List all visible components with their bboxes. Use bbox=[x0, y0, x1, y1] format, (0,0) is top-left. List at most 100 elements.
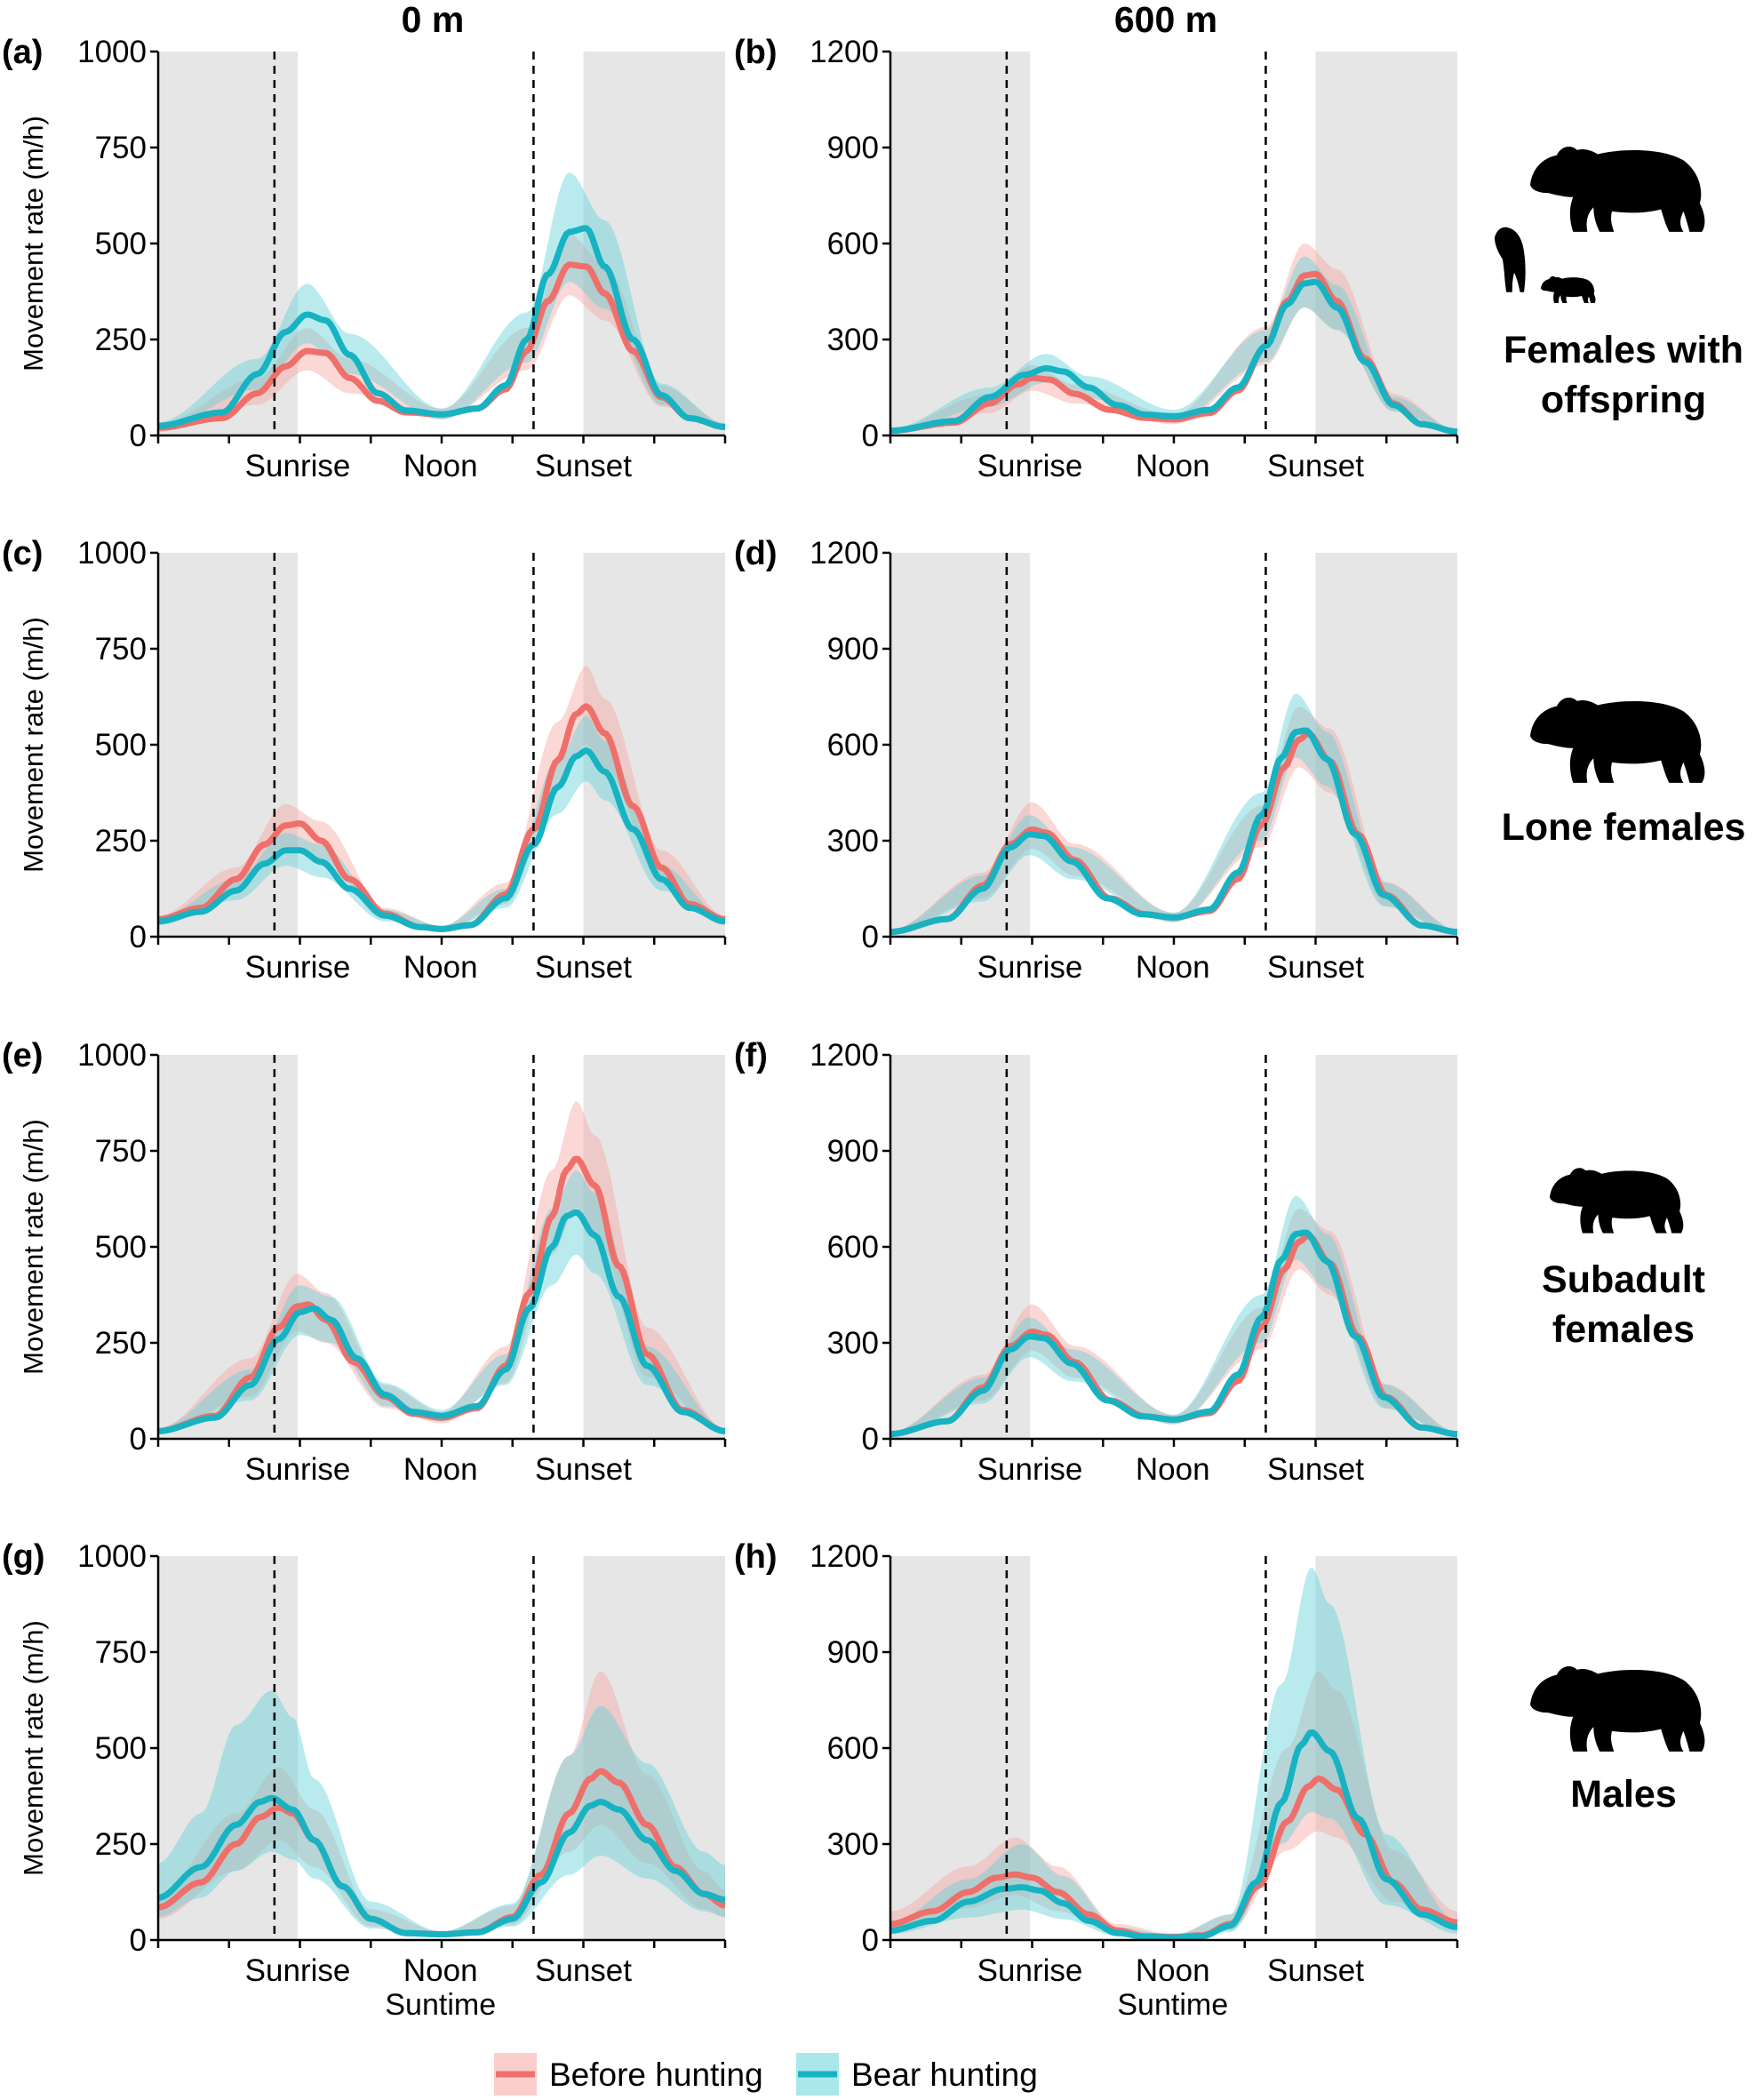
x-tick-label: Sunrise bbox=[245, 1452, 351, 1487]
x-tick-label: Sunrise bbox=[245, 1953, 351, 1988]
y-tick-label: 1200 bbox=[810, 1539, 879, 1574]
y-tick-label: 250 bbox=[95, 1827, 147, 1862]
x-tick-label: Sunset bbox=[1267, 449, 1364, 483]
x-tick-label: Sunrise bbox=[977, 1953, 1083, 1988]
y-tick-label: 500 bbox=[95, 1731, 147, 1766]
y-tick-label: 300 bbox=[827, 1326, 879, 1361]
y-axis-label: Movement rate (m/h) bbox=[18, 116, 49, 371]
y-tick-label: 500 bbox=[95, 728, 147, 763]
x-tick-label: Sunset bbox=[1267, 1953, 1364, 1988]
cub-silhouette-icon bbox=[1541, 275, 1596, 303]
x-tick-label: Sunset bbox=[1267, 950, 1364, 985]
confidence-band-before-hunting bbox=[158, 666, 725, 931]
night-shading bbox=[890, 553, 1031, 937]
y-axis-label: Movement rate (m/h) bbox=[18, 1620, 49, 1876]
y-tick-label: 0 bbox=[862, 1422, 879, 1457]
confidence-band-bear-hunting bbox=[158, 172, 725, 430]
confidence-band-before-hunting bbox=[158, 1671, 725, 1937]
y-tick-label: 1200 bbox=[810, 536, 879, 571]
panel-a: 0 250 500 750 1000 Sunrise Noon Sunset (a) Moveme… bbox=[2, 34, 727, 483]
confidence-band-before-hunting bbox=[890, 244, 1457, 434]
legend-label: Before hunting bbox=[549, 2056, 763, 2093]
y-axis-label: Movement rate (m/h) bbox=[18, 617, 49, 873]
group-label: Males bbox=[1570, 1773, 1677, 1816]
x-tick-label: Noon bbox=[403, 1953, 478, 1988]
confidence-band-before-hunting bbox=[890, 1208, 1457, 1437]
y-tick-label: 600 bbox=[827, 728, 879, 763]
y-tick-label: 900 bbox=[827, 131, 879, 165]
x-tick-label: Sunset bbox=[535, 1452, 632, 1487]
x-tick-label: Sunset bbox=[535, 950, 632, 985]
y-tick-label: 0 bbox=[862, 920, 879, 954]
y-axis-label: Movement rate (m/h) bbox=[18, 1119, 49, 1375]
night-shading bbox=[890, 52, 1031, 435]
night-shading bbox=[1315, 553, 1457, 937]
y-tick-label: 300 bbox=[827, 1827, 879, 1862]
x-tick-label: Noon bbox=[403, 1452, 478, 1487]
panel-label: (b) bbox=[734, 34, 778, 71]
night-shading bbox=[1315, 52, 1457, 435]
x-axis-label: Suntime bbox=[1117, 1988, 1228, 2022]
y-tick-label: 600 bbox=[827, 1230, 879, 1265]
series-line-bear-hunting bbox=[889, 727, 1458, 936]
confidence-band-bear-hunting bbox=[158, 1170, 725, 1434]
y-tick-label: 750 bbox=[95, 131, 147, 165]
panel-label: (e) bbox=[2, 1037, 43, 1074]
y-tick-label: 0 bbox=[130, 920, 147, 954]
panel-b: 0 300 600 900 1200 Sunrise Noon Sunset (b) bbox=[734, 34, 1459, 483]
series-line-bear-hunting bbox=[889, 1729, 1458, 1941]
cub-silhouette-icon bbox=[1495, 227, 1526, 292]
panel-label: (f) bbox=[734, 1037, 768, 1074]
group-label: offspring bbox=[1541, 379, 1706, 421]
night-shading bbox=[1315, 1055, 1457, 1439]
y-tick-label: 250 bbox=[95, 824, 147, 858]
confidence-band-bear-hunting bbox=[890, 1195, 1457, 1437]
x-tick-label: Sunrise bbox=[245, 950, 351, 985]
series-line-bear-hunting bbox=[157, 1209, 726, 1434]
series-line-bear-hunting bbox=[157, 225, 726, 430]
y-tick-label: 600 bbox=[827, 1731, 879, 1766]
x-tick-label: Noon bbox=[1136, 950, 1210, 985]
group-label: Lone females bbox=[1502, 806, 1746, 849]
y-tick-label: 250 bbox=[95, 323, 147, 357]
y-tick-label: 0 bbox=[862, 1923, 879, 1958]
panel-label: (d) bbox=[734, 535, 778, 572]
x-tick-label: Sunrise bbox=[245, 449, 351, 483]
x-tick-label: Noon bbox=[1136, 1452, 1210, 1487]
panels: 0 250 500 750 1000 Sunrise Noon Sunset (a) Moveme… bbox=[2, 34, 1459, 2022]
panel-h: 0 300 600 900 1200 Sunrise Noon Sunset (h) Suntim… bbox=[734, 1538, 1459, 2022]
bear-silhouette-icon bbox=[1530, 697, 1705, 783]
y-tick-label: 500 bbox=[95, 227, 147, 261]
panel-c: 0 250 500 750 1000 Sunrise Noon Sunset (c) Moveme… bbox=[2, 535, 727, 985]
y-tick-label: 750 bbox=[95, 632, 147, 667]
x-tick-label: Sunrise bbox=[977, 1452, 1083, 1487]
bear-silhouette-icon bbox=[1530, 146, 1705, 232]
column-title-600m: 600 m bbox=[1114, 0, 1217, 40]
y-tick-label: 900 bbox=[827, 1134, 879, 1169]
y-tick-label: 900 bbox=[827, 632, 879, 667]
y-tick-label: 0 bbox=[130, 1422, 147, 1457]
y-tick-label: 600 bbox=[827, 227, 879, 261]
group-label: Subadult bbox=[1542, 1258, 1705, 1301]
group-label: females bbox=[1552, 1308, 1695, 1351]
x-tick-label: Sunset bbox=[1267, 1452, 1364, 1487]
y-tick-label: 1000 bbox=[77, 1038, 147, 1073]
legend: Before hunting Bear hunting bbox=[494, 2053, 1038, 2096]
x-tick-label: Sunrise bbox=[977, 449, 1083, 483]
panel-label: (c) bbox=[2, 535, 43, 572]
panel-label: (g) bbox=[2, 1538, 45, 1576]
group-labels: Females with offspring Lone females Subadul… bbox=[1495, 146, 1746, 1816]
y-tick-label: 1000 bbox=[77, 1539, 147, 1574]
confidence-band-before-hunting bbox=[890, 706, 1457, 935]
panel-f: 0 300 600 900 1200 Sunrise Noon Sunset (f) bbox=[734, 1037, 1459, 1487]
y-tick-label: 750 bbox=[95, 1134, 147, 1169]
y-tick-label: 500 bbox=[95, 1230, 147, 1265]
confidence-band-bear-hunting bbox=[158, 715, 725, 931]
confidence-band-before-hunting bbox=[158, 234, 725, 432]
column-title-0m: 0 m bbox=[402, 0, 465, 40]
confidence-band-bear-hunting bbox=[158, 1690, 725, 1937]
legend-label: Bear hunting bbox=[851, 2056, 1038, 2093]
y-tick-label: 1000 bbox=[77, 35, 147, 69]
panel-d: 0 300 600 900 1200 Sunrise Noon Sunset (d) bbox=[734, 535, 1459, 985]
